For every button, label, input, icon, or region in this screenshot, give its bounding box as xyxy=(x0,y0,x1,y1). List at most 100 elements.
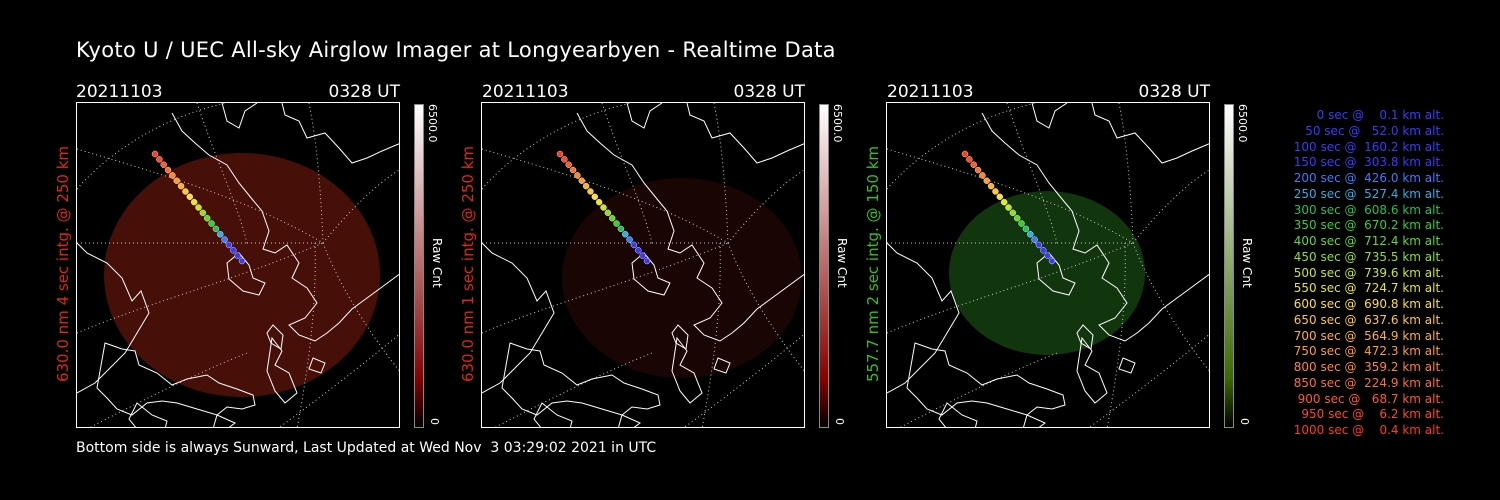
panel-1-colorbar-min: 0 xyxy=(428,418,441,425)
trajectory-point xyxy=(190,198,198,206)
grid-line xyxy=(727,169,804,244)
trajectory-point xyxy=(1031,236,1038,243)
panel-3-colorbar xyxy=(1224,104,1234,428)
legend-entry: 100 sec @ 160.2 km alt. xyxy=(1289,139,1444,154)
coastline xyxy=(482,242,555,394)
grid-line xyxy=(1088,334,1209,427)
trajectory-point xyxy=(574,172,581,179)
legend-entry: 900 sec @ 68.7 km alt. xyxy=(1293,391,1444,406)
coastline xyxy=(128,402,168,427)
trajectory-point xyxy=(987,182,995,190)
trajectory-point xyxy=(195,204,202,211)
panel-3-time: 0328 UT xyxy=(1138,82,1211,102)
legend-entry: 800 sec @ 359.2 km alt. xyxy=(1289,360,1444,374)
legend-entry: 500 sec @ 739.6 km alt. xyxy=(1289,265,1444,280)
trajectory-point xyxy=(1018,220,1025,227)
trajectory-point xyxy=(225,241,233,249)
trajectory-point xyxy=(979,172,986,179)
trajectory-point xyxy=(608,214,616,222)
trajectory-point xyxy=(961,150,969,158)
panel-3-colorbar-label: Raw Cnt xyxy=(1240,238,1254,288)
legend-entry: 650 sec @ 637.6 km alt. xyxy=(1289,312,1444,327)
trajectory-point xyxy=(1035,241,1043,249)
panel-3-colorbar-max: 6500.0 xyxy=(1236,104,1249,143)
trajectory-point xyxy=(635,247,642,254)
coastline xyxy=(77,242,150,394)
grid-line xyxy=(1106,242,1126,427)
trajectory-point xyxy=(582,182,590,190)
coastline xyxy=(1031,103,1068,129)
coastline xyxy=(308,357,326,374)
footer-status: Bottom side is always Sunward, Last Upda… xyxy=(76,440,657,456)
coastline xyxy=(226,252,266,296)
coastline xyxy=(1091,103,1209,164)
coastline xyxy=(1076,336,1108,404)
legend-entry: 150 sec @ 303.8 km alt. xyxy=(1289,155,1444,170)
trajectory-point xyxy=(1009,209,1017,217)
trajectory-point xyxy=(983,177,990,184)
trajectory-point xyxy=(1048,257,1056,265)
trajectory-point xyxy=(1044,252,1051,259)
coastline xyxy=(1023,414,1046,427)
trajectory-point xyxy=(626,236,633,243)
trajectory-point xyxy=(630,241,638,249)
trajectory-point xyxy=(622,231,629,238)
trajectory-point xyxy=(230,247,237,254)
panel-1-image xyxy=(76,102,400,428)
trajectory-point xyxy=(164,166,172,174)
legend-entry: 400 sec @ 712.4 km alt. xyxy=(1289,234,1444,248)
trajectory-legend: 0 sec @ 0.1 km alt. 50 sec @ 52.0 km alt… xyxy=(1262,108,1444,439)
coastline xyxy=(686,103,804,164)
legend-entry: 850 sec @ 224.9 km alt. xyxy=(1289,375,1444,390)
trajectory-point xyxy=(156,156,163,163)
trajectory-point xyxy=(1040,247,1047,254)
coastline xyxy=(671,324,689,350)
grid-line xyxy=(482,148,729,244)
trajectory-point xyxy=(600,204,607,211)
coastline xyxy=(906,342,1066,416)
panel-2-time: 0328 UT xyxy=(733,82,806,102)
coastline xyxy=(887,242,960,394)
trajectory-point xyxy=(169,172,176,179)
coastline xyxy=(981,112,1209,342)
panel-1-time: 0328 UT xyxy=(328,82,401,102)
panel-3-wavelength-label: 557.7 nm 2 sec intg. @ 150 km xyxy=(864,145,882,383)
legend-entry: 750 sec @ 472.3 km alt. xyxy=(1289,344,1444,359)
trajectory-point xyxy=(212,225,220,233)
coastline xyxy=(1118,357,1136,374)
trajectory-point xyxy=(992,188,999,195)
trajectory-point xyxy=(1005,204,1012,211)
panel-2-image xyxy=(481,102,805,428)
panel-2-colorbar xyxy=(819,104,829,428)
airglow-image xyxy=(104,153,380,397)
trajectory-point xyxy=(208,220,215,227)
trajectory-point xyxy=(234,252,241,259)
panel-3-image xyxy=(886,102,1210,428)
trajectory-point xyxy=(974,166,982,174)
panel-3-date: 20211103 xyxy=(887,82,974,102)
coastline xyxy=(618,414,641,427)
trajectory-point xyxy=(561,156,568,163)
grid-line xyxy=(322,169,399,244)
trajectory-point xyxy=(238,257,246,265)
grid-line xyxy=(77,242,324,334)
grid-line xyxy=(887,148,1134,244)
coastline xyxy=(1076,324,1094,350)
trajectory-point xyxy=(186,193,194,201)
trajectory-point xyxy=(151,150,159,158)
grid-line xyxy=(89,352,248,427)
grid-line xyxy=(1132,169,1209,244)
legend-entry: 1000 sec @ 0.4 km alt. xyxy=(1293,423,1444,437)
trajectory-point xyxy=(1013,214,1021,222)
trajectory-point xyxy=(160,161,167,168)
panel-3-colorbar-min: 0 xyxy=(1238,418,1251,425)
grid-line xyxy=(887,103,1038,190)
legend-entry: 250 sec @ 527.4 km alt. xyxy=(1289,186,1444,201)
coastline xyxy=(171,112,399,342)
grid-line xyxy=(482,242,729,334)
trajectory-point xyxy=(221,236,228,243)
trajectory-point xyxy=(595,198,603,206)
grid-line xyxy=(1132,242,1209,372)
panel-2-colorbar-label: Raw Cnt xyxy=(835,238,849,288)
grid-line xyxy=(683,334,804,427)
